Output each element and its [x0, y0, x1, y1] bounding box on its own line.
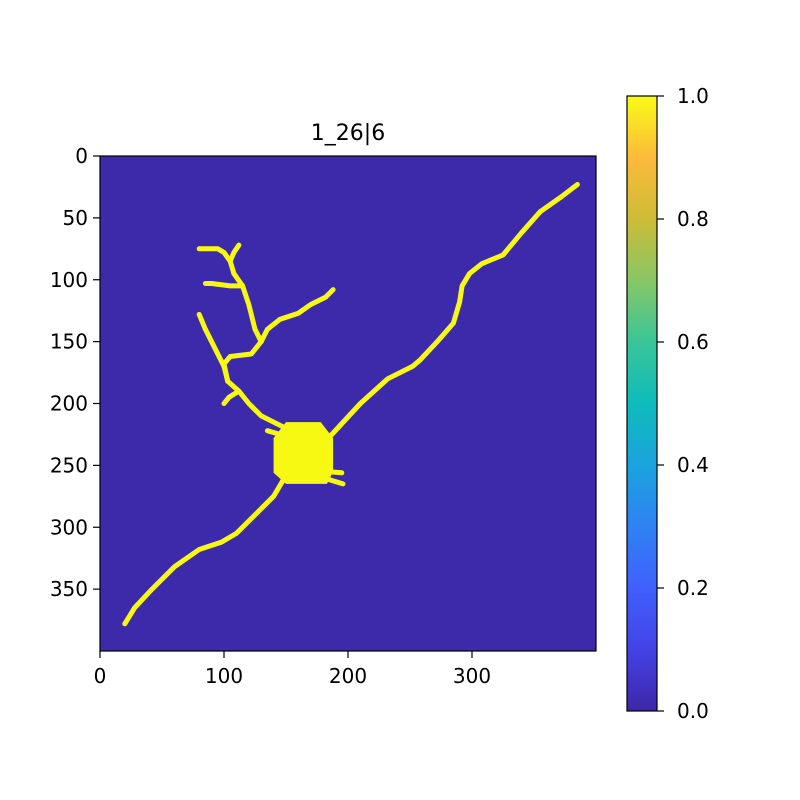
branch-mark-1 [314, 182, 580, 453]
branch-mark-10 [320, 475, 346, 487]
x-tick-label: 0 [94, 664, 107, 688]
branch-mark-8 [221, 388, 242, 406]
y-tick-label: 50 [63, 206, 88, 230]
y-tick-label: 150 [50, 330, 88, 354]
chart-title: 1_26|6 [311, 121, 385, 146]
colorbar-tick-label: 0.0 [677, 699, 709, 723]
colorbar-axis: 0.0 0.2 0.4 0.6 0.8 1.0 [657, 84, 709, 723]
colorbar-tick-label: 0.8 [677, 207, 709, 231]
x-axis: 0 100 200 300 [94, 651, 491, 688]
y-tick-label: 250 [50, 453, 88, 477]
colorbar-tick-label: 0.6 [677, 330, 709, 354]
colorbar-tick-label: 1.0 [677, 84, 709, 108]
x-tick-label: 100 [205, 664, 243, 688]
x-tick-label: 200 [329, 664, 367, 688]
branch-mark-5 [196, 246, 246, 289]
image-background [100, 156, 596, 651]
y-tick-label: 200 [50, 392, 88, 416]
y-tick-label: 300 [50, 515, 88, 539]
colorbar-tick-label: 0.4 [677, 453, 709, 477]
branch-mark-2 [122, 472, 289, 627]
plot-area [100, 156, 596, 651]
colorbar-frame [626, 95, 658, 712]
branch-mark-9 [324, 469, 345, 476]
y-tick-label: 0 [75, 144, 88, 168]
branch-mark-11 [264, 428, 283, 437]
x-tick-label: 300 [453, 664, 491, 688]
colorbar: 0.0 0.2 0.4 0.6 0.8 1.0 [626, 84, 709, 723]
y-tick-label: 350 [50, 577, 88, 601]
colorbar-gradient [627, 96, 657, 711]
branch-mark-6 [227, 242, 242, 264]
colorbar-tick-label: 0.2 [677, 576, 709, 600]
branch-mark-3 [221, 287, 336, 431]
branch-mark-7 [196, 311, 231, 384]
y-tick-label: 100 [50, 268, 88, 292]
y-axis: 0 50 100 150 200 250 300 350 [50, 144, 100, 601]
soma-mark [273, 422, 334, 484]
neuron-mask [122, 182, 580, 627]
